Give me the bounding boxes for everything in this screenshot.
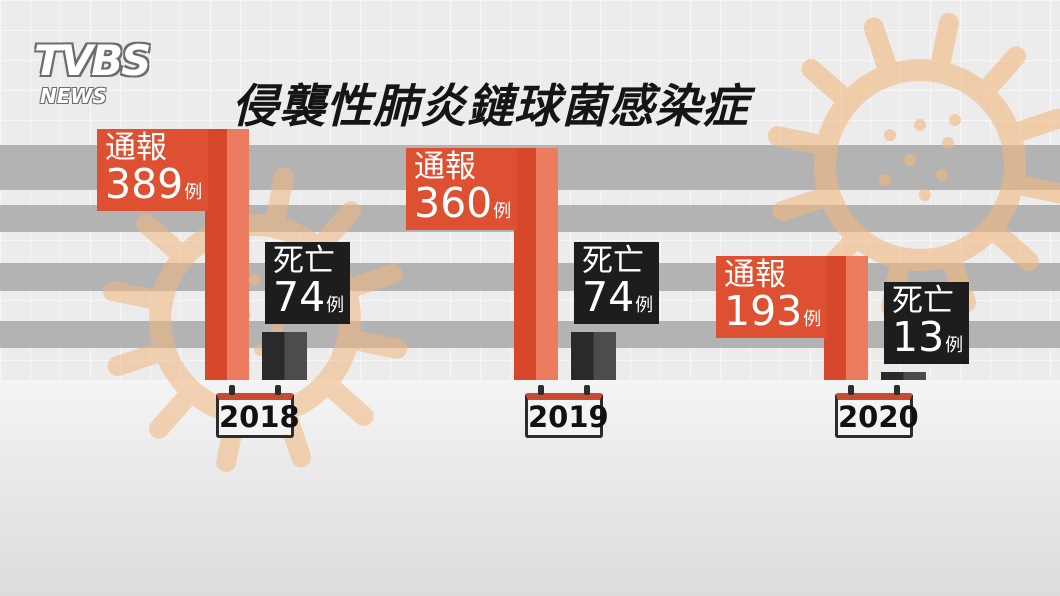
data-label-series: 死亡 (273, 243, 335, 280)
reported-bar (824, 255, 868, 380)
reported-bar (514, 147, 558, 380)
data-label-series: 死亡 (582, 243, 644, 280)
logo-sub-text: NEWS (40, 84, 107, 108)
reported-value-label: 通報 360例 (406, 147, 518, 230)
reported-value-label: 通報 193例 (716, 255, 828, 338)
data-label-series: 通報 (414, 148, 476, 185)
data-label-value: 389 (105, 160, 184, 209)
reported-value-label: 通報 389例 (97, 129, 209, 212)
virus-icon (102, 167, 408, 473)
logo-main-text: TVBS (34, 36, 151, 85)
deaths-value-label: 死亡 13例 (884, 281, 970, 364)
data-label-unit: 例 (326, 295, 345, 317)
deaths-value-label: 死亡 74例 (574, 242, 660, 325)
data-label-unit: 例 (803, 308, 822, 330)
data-label-value: 360 (414, 178, 493, 227)
data-label-value: 74 (582, 273, 635, 322)
data-label-unit: 例 (635, 295, 654, 317)
reported-bar (205, 129, 249, 380)
chart-title: 侵襲性肺炎鏈球菌感染症 (232, 79, 749, 133)
tvbs-news-logo: TVBS NEWS (30, 36, 190, 116)
deaths-bar (262, 332, 307, 380)
deaths-bar (881, 371, 926, 380)
deaths-bar (571, 332, 616, 380)
data-label-value: 74 (273, 273, 326, 322)
year-tick-label: 2019 (525, 385, 609, 438)
data-label-series: 通報 (724, 256, 786, 293)
data-label-unit: 例 (945, 334, 964, 356)
data-label-series: 死亡 (892, 282, 954, 319)
data-label-series: 通報 (105, 130, 167, 167)
year-tick-label: 2018 (216, 385, 300, 438)
data-label-value: 13 (892, 312, 945, 361)
data-label-value: 193 (724, 286, 803, 335)
data-label-unit: 例 (493, 200, 512, 222)
deaths-value-label: 死亡 74例 (265, 242, 351, 325)
year-tick-label: 2020 (835, 385, 919, 438)
data-label-unit: 例 (184, 182, 203, 204)
